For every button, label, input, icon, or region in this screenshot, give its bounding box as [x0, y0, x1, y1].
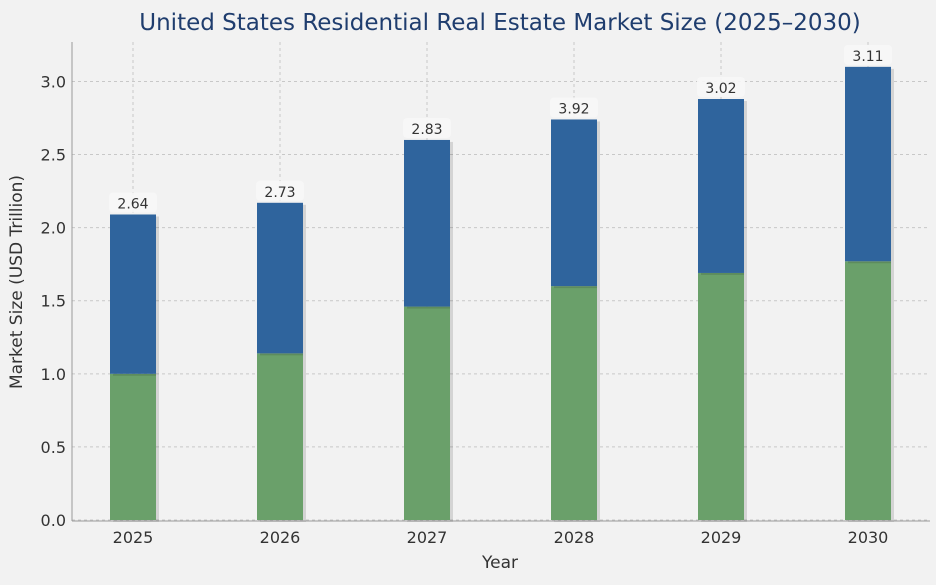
bar-segment-lower	[845, 261, 891, 520]
bar-segment-upper	[110, 214, 156, 374]
chart-title: United States Residential Real Estate Ma…	[139, 10, 860, 36]
data-label: 2.64	[117, 196, 148, 212]
y-tick-label: 2.5	[41, 146, 66, 165]
x-tick-label: 2030	[848, 528, 889, 547]
bar-segment-lower	[110, 373, 156, 520]
data-label: 3.11	[852, 49, 883, 65]
data-label-background	[109, 192, 157, 213]
bar-segment-upper	[845, 66, 891, 262]
data-label-background	[697, 77, 745, 98]
data-label-background	[403, 117, 451, 138]
x-tick-label: 2027	[407, 528, 448, 547]
bar-segment-upper	[551, 119, 597, 287]
bar-segment-upper	[698, 99, 744, 273]
data-label: 3.02	[705, 81, 736, 97]
bar-segment-lower	[698, 272, 744, 520]
y-axis-label: Market Size (USD Trillion)	[7, 175, 27, 389]
x-axis-label: Year	[481, 553, 518, 573]
y-tick-label: 3.0	[41, 72, 66, 91]
data-label: 2.73	[264, 185, 295, 201]
data-label: 2.83	[411, 122, 442, 138]
x-tick-label: 2025	[113, 528, 154, 547]
x-tick-label: 2028	[554, 528, 595, 547]
bar-segment-lower	[551, 286, 597, 520]
bar-segment-upper	[257, 202, 303, 354]
x-tick-label: 2029	[701, 528, 742, 547]
y-tick-label: 1.5	[41, 292, 66, 311]
bar-segment-upper	[404, 139, 450, 307]
y-tick-label: 1.0	[41, 365, 66, 384]
y-tick-label: 0.0	[41, 511, 66, 530]
bar-segment-lower	[257, 353, 303, 520]
x-tick-label: 2026	[260, 528, 301, 547]
data-label-background	[256, 180, 304, 201]
data-label: 3.92	[558, 101, 589, 117]
data-label-background	[844, 44, 892, 65]
data-label-background	[550, 97, 598, 118]
bar-segment-lower	[404, 306, 450, 520]
y-tick-label: 2.0	[41, 219, 66, 238]
y-tick-label: 0.5	[41, 438, 66, 457]
